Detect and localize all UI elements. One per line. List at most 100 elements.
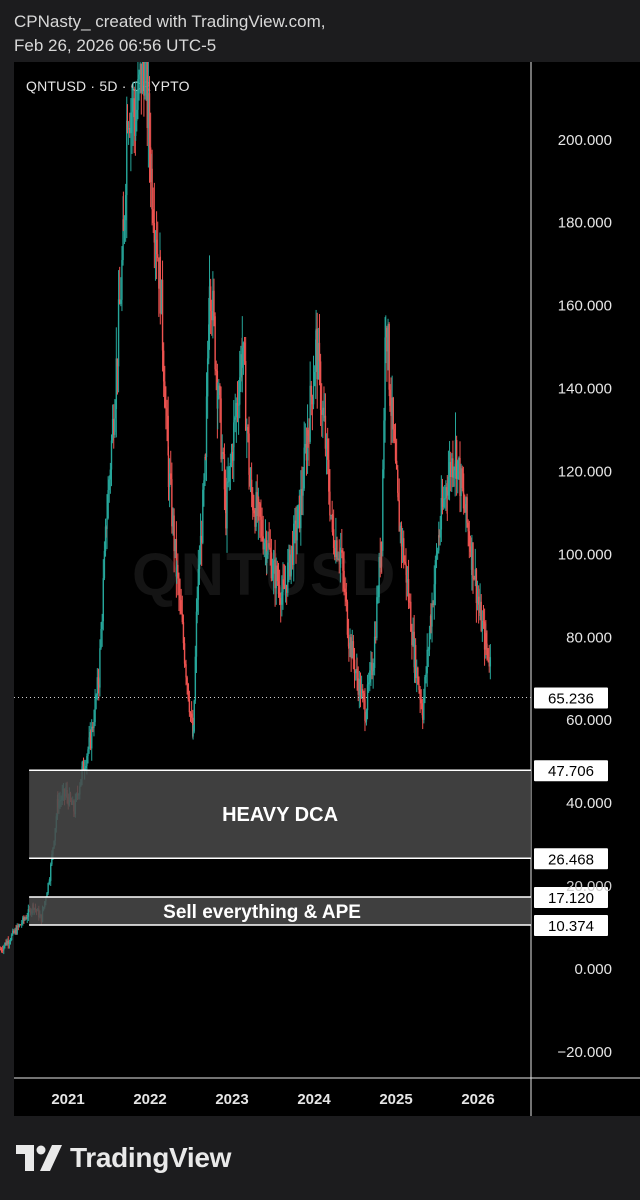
candle-body [6, 940, 8, 945]
candle-body [391, 397, 393, 416]
y-tick-label: 120.000 [558, 463, 612, 480]
candle-body [12, 930, 14, 935]
candle-body [451, 458, 453, 478]
candle-body [122, 219, 124, 261]
candle-body [266, 554, 268, 563]
candle-body [444, 498, 446, 500]
candle-body [161, 279, 164, 351]
candle-body [255, 492, 257, 527]
candle-body [86, 756, 88, 767]
candle-body [0, 949, 2, 951]
y-tick-label: −20.000 [557, 1044, 612, 1061]
candle-body [50, 864, 52, 881]
candle-body [390, 405, 392, 416]
candle-body [461, 468, 463, 489]
candle-body [379, 557, 381, 568]
candle-body [397, 492, 399, 501]
candle-body [296, 527, 298, 541]
candle-body [239, 377, 241, 405]
candle-body [335, 540, 337, 557]
candle-body [240, 354, 242, 378]
y-tick-label: 180.000 [558, 215, 612, 232]
candle-body [473, 577, 475, 580]
candle-body [343, 570, 345, 589]
candle-body [249, 479, 252, 486]
candle-body [274, 559, 276, 589]
candle-body [235, 402, 238, 418]
candle-body [197, 568, 200, 600]
candle-body [459, 457, 461, 497]
candle-body [328, 459, 330, 492]
tradingview-logo: TradingView [16, 1140, 231, 1176]
candle-body [217, 395, 219, 409]
zone-bottom-tag-text-0: 26.468 [548, 851, 594, 868]
candle-body [148, 93, 151, 148]
candle-body [19, 924, 22, 926]
candle-body [165, 407, 167, 409]
candle-body [304, 443, 307, 448]
candle-body [419, 689, 421, 700]
candle-body [167, 415, 169, 456]
candle-body [475, 569, 478, 604]
candle-body [102, 578, 104, 622]
candle-body [445, 487, 447, 499]
candle-body [17, 925, 20, 927]
candle-body [211, 310, 213, 321]
candle-body [417, 667, 419, 685]
zone-bottom-tag-0 [534, 848, 608, 870]
candle-body [258, 499, 260, 504]
candle-body [321, 410, 323, 415]
x-tick-label: 2022 [133, 1091, 166, 1108]
candle-body [278, 585, 281, 598]
candle-body [5, 942, 7, 945]
candle-body [397, 469, 399, 493]
candle-body [202, 489, 204, 543]
candle-body [488, 659, 490, 667]
candle-body [218, 385, 220, 396]
candle-body [183, 643, 186, 664]
candle-body [289, 549, 291, 577]
candle-body [144, 62, 146, 96]
zone-bottom-tag-1 [534, 914, 608, 936]
price-chart[interactable]: HEAVY DCA 47.706 26.468 Sell everything & A… [0, 0, 640, 1130]
candle-body [222, 452, 225, 455]
candle-body [114, 409, 116, 419]
y-tick-label: 0.000 [574, 961, 612, 978]
candle-body [293, 523, 295, 565]
candle-body [252, 493, 254, 511]
candle-body [392, 397, 394, 430]
candle-body [319, 361, 322, 411]
candle-body [313, 372, 316, 386]
candle-body [152, 209, 154, 223]
candle-body [48, 880, 51, 882]
candle-body [271, 573, 274, 579]
candle-body [171, 479, 173, 527]
candle-body [291, 546, 294, 565]
candle-body [175, 538, 178, 577]
candle-body [373, 636, 376, 668]
zone-top-tag-text-1: 17.120 [548, 890, 594, 907]
candle-body [472, 542, 474, 578]
candle-body [483, 621, 486, 650]
candle-body [83, 767, 86, 771]
candle-body [384, 337, 386, 421]
candle-body [264, 540, 267, 544]
y-tick-label: 80.000 [566, 629, 612, 646]
candle-body [115, 358, 118, 410]
candle-body [96, 677, 99, 696]
candle-body [283, 584, 286, 589]
candle-body [20, 923, 23, 925]
candle-body [109, 469, 112, 480]
candle-body [393, 429, 396, 442]
candle-body [170, 473, 172, 480]
candle-body [399, 525, 402, 532]
x-tick-label: 2025 [379, 1091, 412, 1108]
candle-body [130, 112, 132, 134]
candle-body [188, 699, 191, 713]
candle-body [15, 929, 17, 934]
chart-area[interactable] [14, 62, 640, 1116]
candle-body [91, 726, 93, 749]
candle-body [297, 505, 299, 528]
candle-body [448, 462, 451, 478]
candle-body [268, 543, 270, 548]
